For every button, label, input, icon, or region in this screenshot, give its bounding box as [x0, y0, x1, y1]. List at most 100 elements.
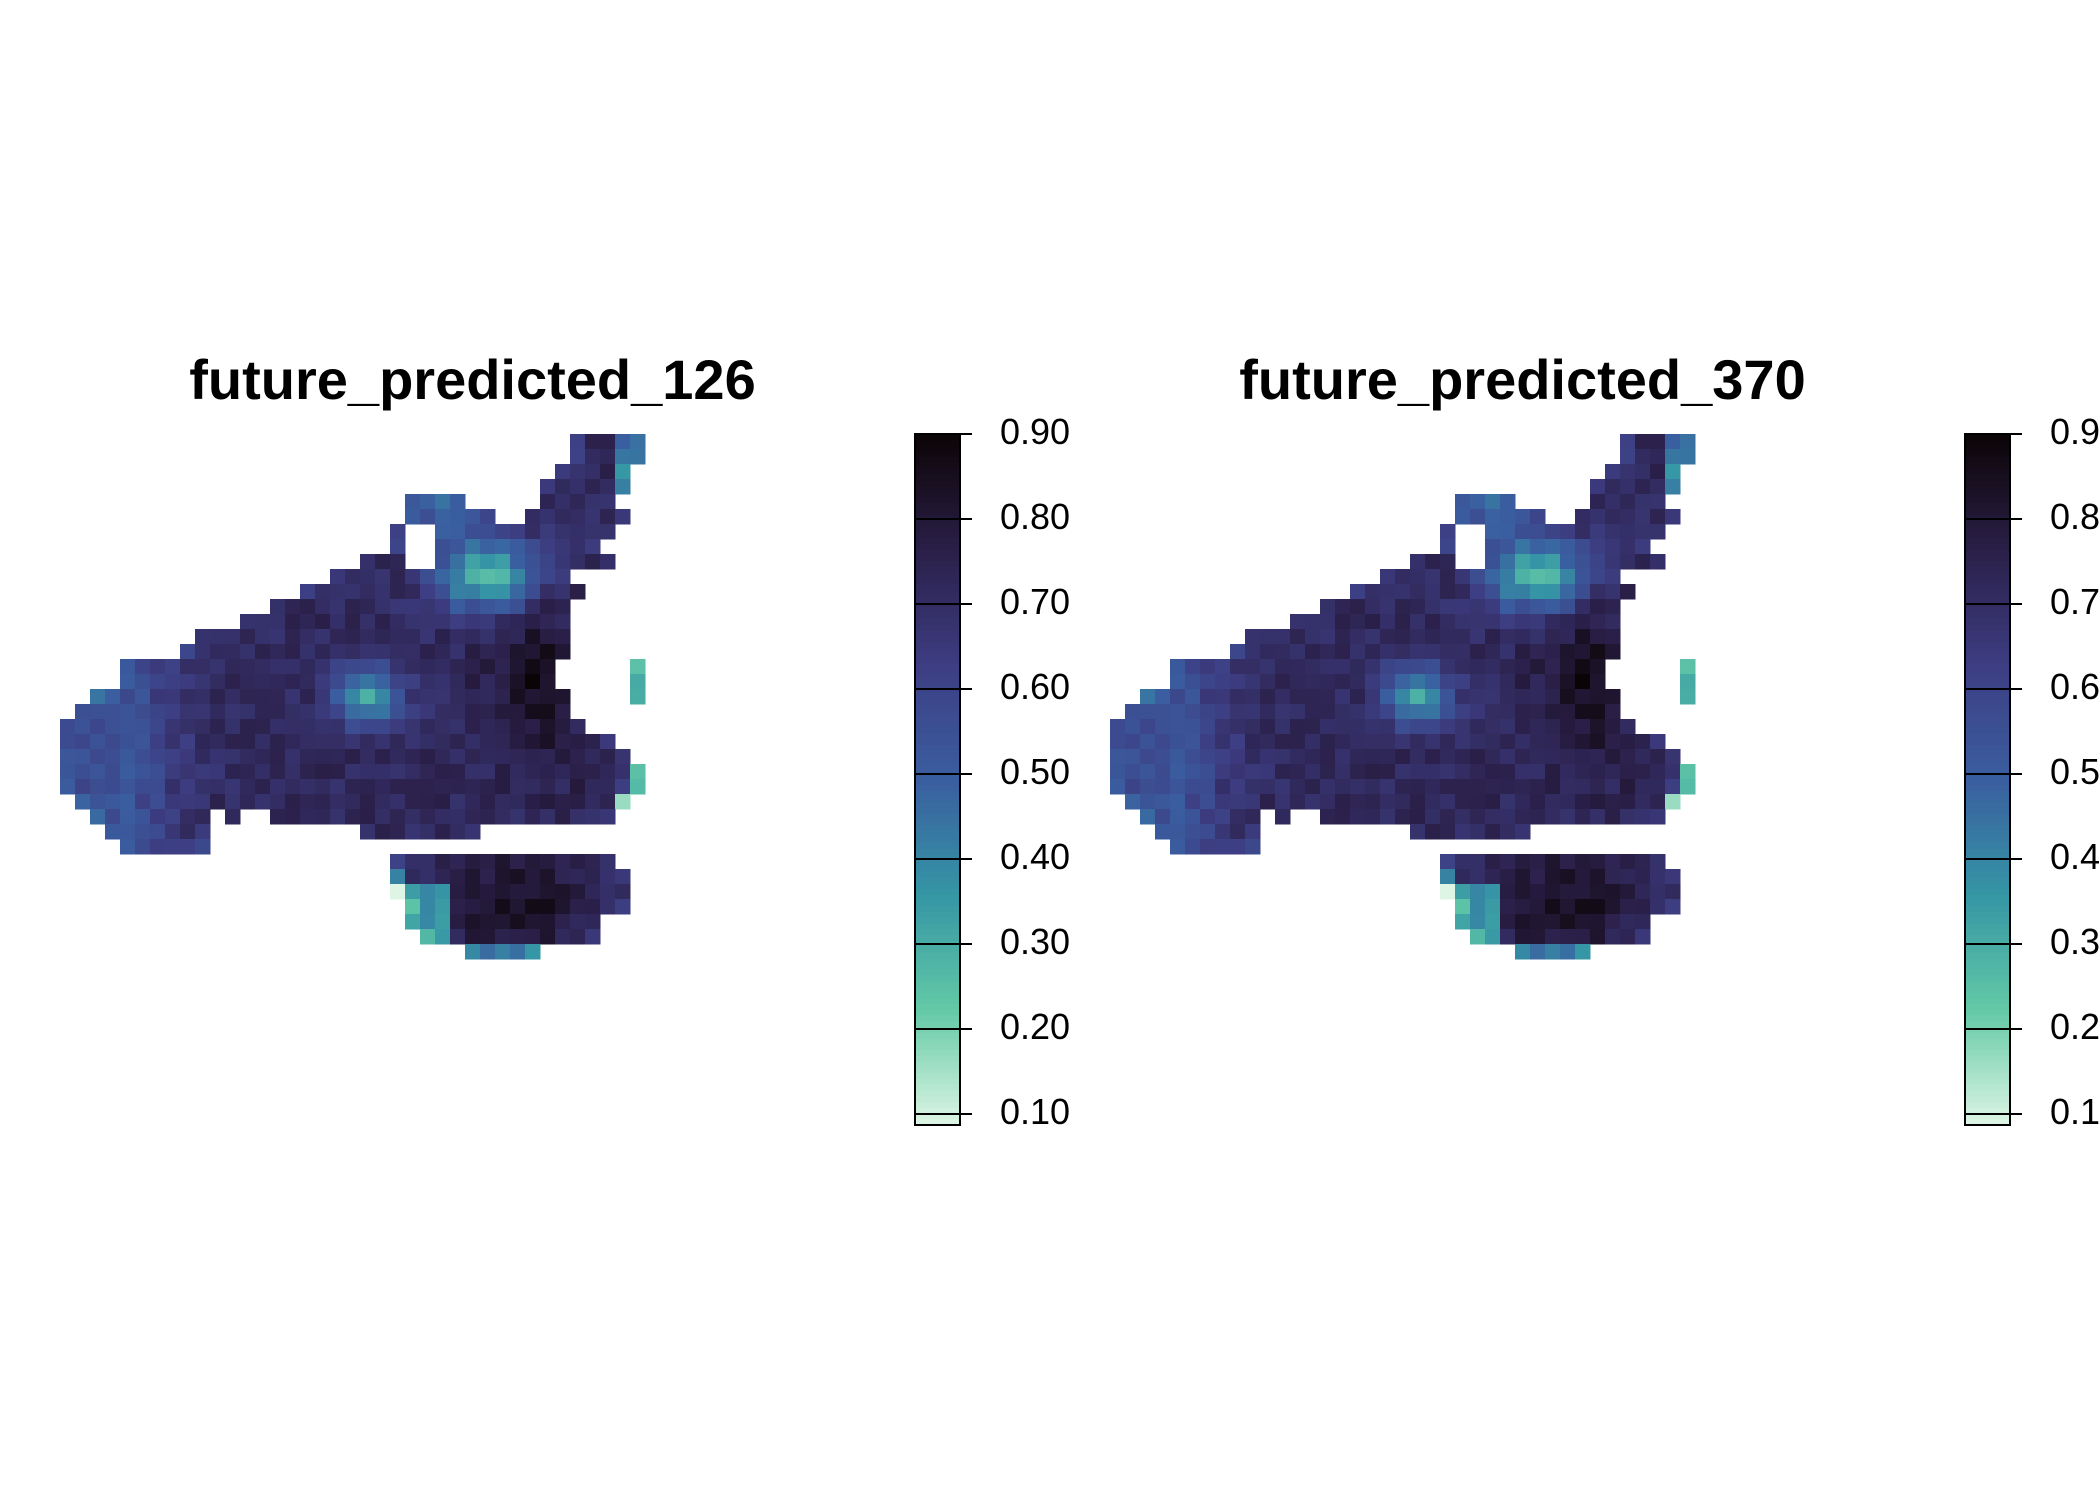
- raster-cell: [150, 674, 166, 690]
- raster-cell: [240, 614, 256, 630]
- legend-color-band: [915, 883, 960, 890]
- raster-cell: [1365, 779, 1381, 795]
- raster-cell: [1365, 674, 1381, 690]
- legend-color-band: [915, 796, 960, 804]
- raster-cell: [495, 584, 511, 600]
- raster-cell: [1560, 734, 1576, 750]
- legend-color-band: [915, 808, 960, 815]
- raster-cell: [1500, 719, 1516, 735]
- legend-color-band: [1965, 687, 2010, 694]
- legend-tick-label: 0.10: [2050, 1091, 2100, 1132]
- raster-cell: [1665, 464, 1681, 480]
- raster-cell: [1230, 689, 1246, 705]
- raster-cell: [180, 674, 196, 690]
- legend-color-band: [915, 624, 960, 631]
- legend-color-band: [1965, 900, 2010, 907]
- raster-cell: [1575, 644, 1591, 660]
- raster-cell: [1560, 674, 1576, 690]
- raster-cell: [1635, 749, 1651, 765]
- raster-cell: [195, 794, 211, 810]
- raster-cell: [375, 764, 391, 780]
- raster-cell: [1380, 749, 1396, 765]
- raster-cell: [585, 749, 601, 765]
- raster-cell: [1665, 449, 1681, 465]
- raster-cell: [435, 719, 451, 735]
- raster-cell: [390, 734, 406, 750]
- raster-cell: [240, 794, 256, 810]
- raster-cell: [1425, 674, 1441, 690]
- raster-cell: [1395, 659, 1411, 675]
- raster-cell: [1305, 659, 1321, 675]
- legend-color-band: [1965, 457, 2010, 464]
- raster-cell: [510, 629, 526, 645]
- raster-cell: [510, 869, 526, 885]
- raster-cell: [1410, 569, 1426, 585]
- raster-cell: [1605, 884, 1621, 900]
- raster-cell: [1395, 599, 1411, 615]
- raster-cell: [630, 674, 646, 690]
- raster-cell: [375, 689, 391, 705]
- raster-cell: [405, 704, 421, 720]
- raster-cell: [1545, 929, 1561, 945]
- raster-cell: [1125, 749, 1141, 765]
- raster-cell: [1530, 584, 1546, 600]
- raster-cell: [150, 779, 166, 795]
- raster-cell: [180, 659, 196, 675]
- raster-cell: [1605, 869, 1621, 885]
- legend-color-band: [915, 952, 960, 959]
- raster-cell: [1590, 524, 1606, 540]
- raster-cell: [1590, 914, 1606, 930]
- raster-cell: [240, 659, 256, 675]
- legend-color-band: [915, 520, 960, 527]
- raster-cell: [1650, 749, 1666, 765]
- raster-cell: [540, 884, 556, 900]
- raster-cell: [150, 764, 166, 780]
- raster-cell: [405, 584, 421, 600]
- legend-color-band: [915, 739, 960, 746]
- raster-cell: [1425, 569, 1441, 585]
- raster-cell: [1620, 479, 1636, 495]
- raster-cell: [600, 494, 616, 510]
- legend-color-band: [1965, 693, 2010, 700]
- raster-cell: [465, 599, 481, 615]
- raster-cell: [1140, 689, 1156, 705]
- raster-cell: [435, 569, 451, 585]
- legend-color-band: [1965, 981, 2010, 988]
- raster-cell: [1455, 794, 1471, 810]
- raster-cell: [450, 689, 466, 705]
- raster-cell: [1200, 764, 1216, 780]
- raster-cell: [1245, 704, 1261, 720]
- raster-cell: [1290, 779, 1306, 795]
- raster-cell: [570, 494, 586, 510]
- legend-color-band: [1965, 1107, 2010, 1115]
- raster-cell: [1500, 899, 1516, 915]
- raster-cell: [330, 674, 346, 690]
- raster-cell: [495, 659, 511, 675]
- raster-cell: [1170, 779, 1186, 795]
- raster-cell: [1410, 794, 1426, 810]
- raster-cell: [1545, 524, 1561, 540]
- raster-cell: [1470, 929, 1486, 945]
- raster-cell: [525, 569, 541, 585]
- raster-cell: [1500, 854, 1516, 870]
- raster-cell: [1635, 899, 1651, 915]
- raster-cell: [135, 674, 151, 690]
- raster-cell: [1500, 569, 1516, 585]
- raster-cell: [225, 659, 241, 675]
- raster-cell: [300, 644, 316, 660]
- raster-cell: [1530, 764, 1546, 780]
- raster-cell: [1140, 734, 1156, 750]
- raster-cell: [195, 749, 211, 765]
- raster-cell: [135, 689, 151, 705]
- raster-cell: [450, 794, 466, 810]
- raster-cell: [225, 764, 241, 780]
- raster-cell: [480, 644, 496, 660]
- raster-cell: [555, 539, 571, 555]
- raster-cell: [375, 794, 391, 810]
- raster-cell: [1305, 674, 1321, 690]
- raster-cell: [1515, 734, 1531, 750]
- raster-cell: [615, 869, 631, 885]
- legend-color-band: [915, 658, 960, 665]
- legend-color-band: [1965, 589, 2010, 596]
- raster-cell: [270, 809, 286, 825]
